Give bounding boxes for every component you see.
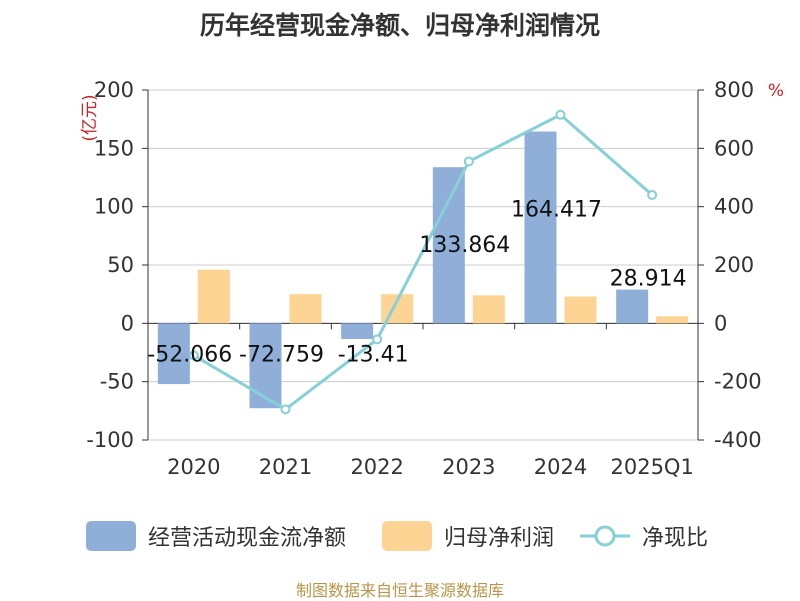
y-right-tick-label: 600 [714,136,754,160]
legend-swatch-cashflow [86,521,136,551]
legend-label-cashflow: 经营活动现金流净额 [148,526,347,551]
x-tick-label: 2024 [534,455,587,479]
bar-cashflow [616,289,649,324]
x-tick-label: 2021 [259,455,312,479]
y-right-unit-label: % [768,81,784,101]
bar-cashflow [432,167,465,324]
bar-profit [472,295,505,324]
y-left-tick-label: 200 [94,78,134,102]
line-point-ratio [280,404,291,415]
legend-item-cashflow[interactable]: 经营活动现金流净额 [86,516,346,556]
y-right-tick-label: -200 [714,370,762,394]
x-tick-label: 2022 [350,455,403,479]
legend-label-profit: 归母净利润 [444,526,555,551]
data-label-cashflow: -13.41 [338,342,409,367]
legend-item-ratio[interactable]: 净现比 [580,516,708,556]
bar-cashflow [341,323,374,339]
y-left-tick-label: -50 [100,370,134,394]
bar-profit [197,269,230,324]
data-label-cashflow: 133.864 [419,233,510,258]
legend-swatch-profit [382,521,432,551]
y-left-tick-label: 150 [94,136,134,160]
legend: 经营活动现金流净额 归母净利润 净现比 [0,516,800,556]
data-label-cashflow: -52.066 [147,342,232,367]
line-point-ratio [372,334,383,345]
y-left-tick-label: 100 [94,195,134,219]
chart-title: 历年经营现金净额、归母净利润情况 [199,11,600,40]
line-point-ratio [555,109,566,120]
source-note: 制图数据来自恒生聚源数据库 [295,581,504,600]
line-point-ratio [188,350,199,361]
legend-line-marker-icon [580,525,630,547]
data-label-cashflow: -72.759 [239,342,324,367]
line-point-ratio [647,190,658,200]
x-tick-label: 2025Q1 [610,455,693,479]
bar-cashflow [249,323,282,409]
data-label-cashflow: 164.417 [511,198,602,223]
y-left-tick-label: 50 [107,253,134,277]
y-right-tick-label: 400 [714,195,754,219]
legend-item-profit[interactable]: 归母净利润 [382,516,554,556]
y-left-tick-label: -100 [86,428,134,452]
x-tick-label: 2023 [442,455,495,479]
y-right-tick-label: 0 [714,311,727,335]
bar-profit [564,296,597,324]
y-right-tick-label: -400 [714,428,762,452]
bar-profit [656,316,689,324]
x-tick-label: 2020 [167,455,220,479]
line-point-ratio [463,156,474,167]
bar-cashflow [524,131,557,324]
y-right-tick-label: 200 [714,253,754,277]
y-left-unit-label: (亿元) [80,94,100,141]
bar-profit [289,294,322,324]
line-ratio [193,112,654,412]
y-left-tick-label: 0 [121,311,134,335]
legend-label-ratio: 净现比 [642,526,709,551]
y-right-tick-label: 800 [714,78,754,102]
data-label-cashflow: 28.914 [610,267,687,292]
bar-cashflow [157,323,190,385]
